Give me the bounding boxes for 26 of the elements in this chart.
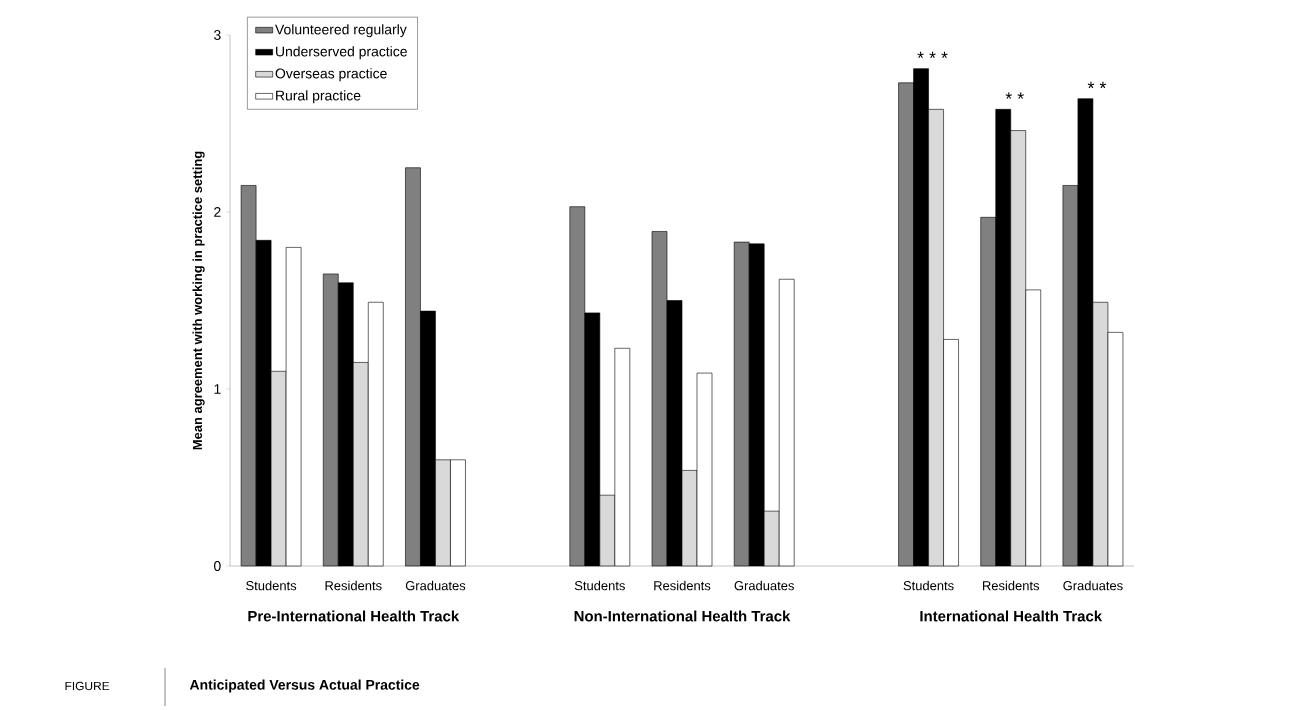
text: Non-International Health Track	[574, 610, 791, 622]
x-tick-label: Graduates	[734, 580, 794, 591]
text: Pre-International Health Track	[248, 610, 460, 622]
x-tick-label: Students	[574, 580, 625, 591]
text: Anticipated Versus Actual Practice	[189, 679, 420, 693]
x-tick-label: Students	[246, 580, 297, 591]
y-tick-label: 3	[214, 30, 221, 40]
x-tick-label: Graduates	[405, 580, 466, 591]
legend-label: Rural practice	[276, 90, 361, 104]
legend-label: Volunteered regularly	[275, 24, 407, 38]
x-tick-label: Graduates	[1063, 580, 1123, 591]
legend-label: Underserved practice	[276, 46, 407, 60]
y-tick-label: 2	[214, 207, 221, 217]
annotation: * * *	[917, 51, 948, 59]
y-axis-title: Mean agreement with working in practice setting	[192, 151, 205, 450]
x-tick-label: Residents	[983, 580, 1040, 591]
x-tick-label: Residents	[325, 580, 382, 591]
legend-label: Overseas practice	[275, 68, 387, 82]
text: FIGURE	[65, 681, 110, 691]
y-tick-label: 1	[214, 384, 221, 394]
x-tick-label: Residents	[654, 580, 711, 591]
y-tick-label: 0	[214, 561, 221, 571]
annotation: * *	[1005, 92, 1024, 99]
text: International Health Track	[920, 610, 1103, 622]
x-tick-label: Students	[903, 580, 954, 591]
annotation: * *	[1087, 81, 1107, 89]
